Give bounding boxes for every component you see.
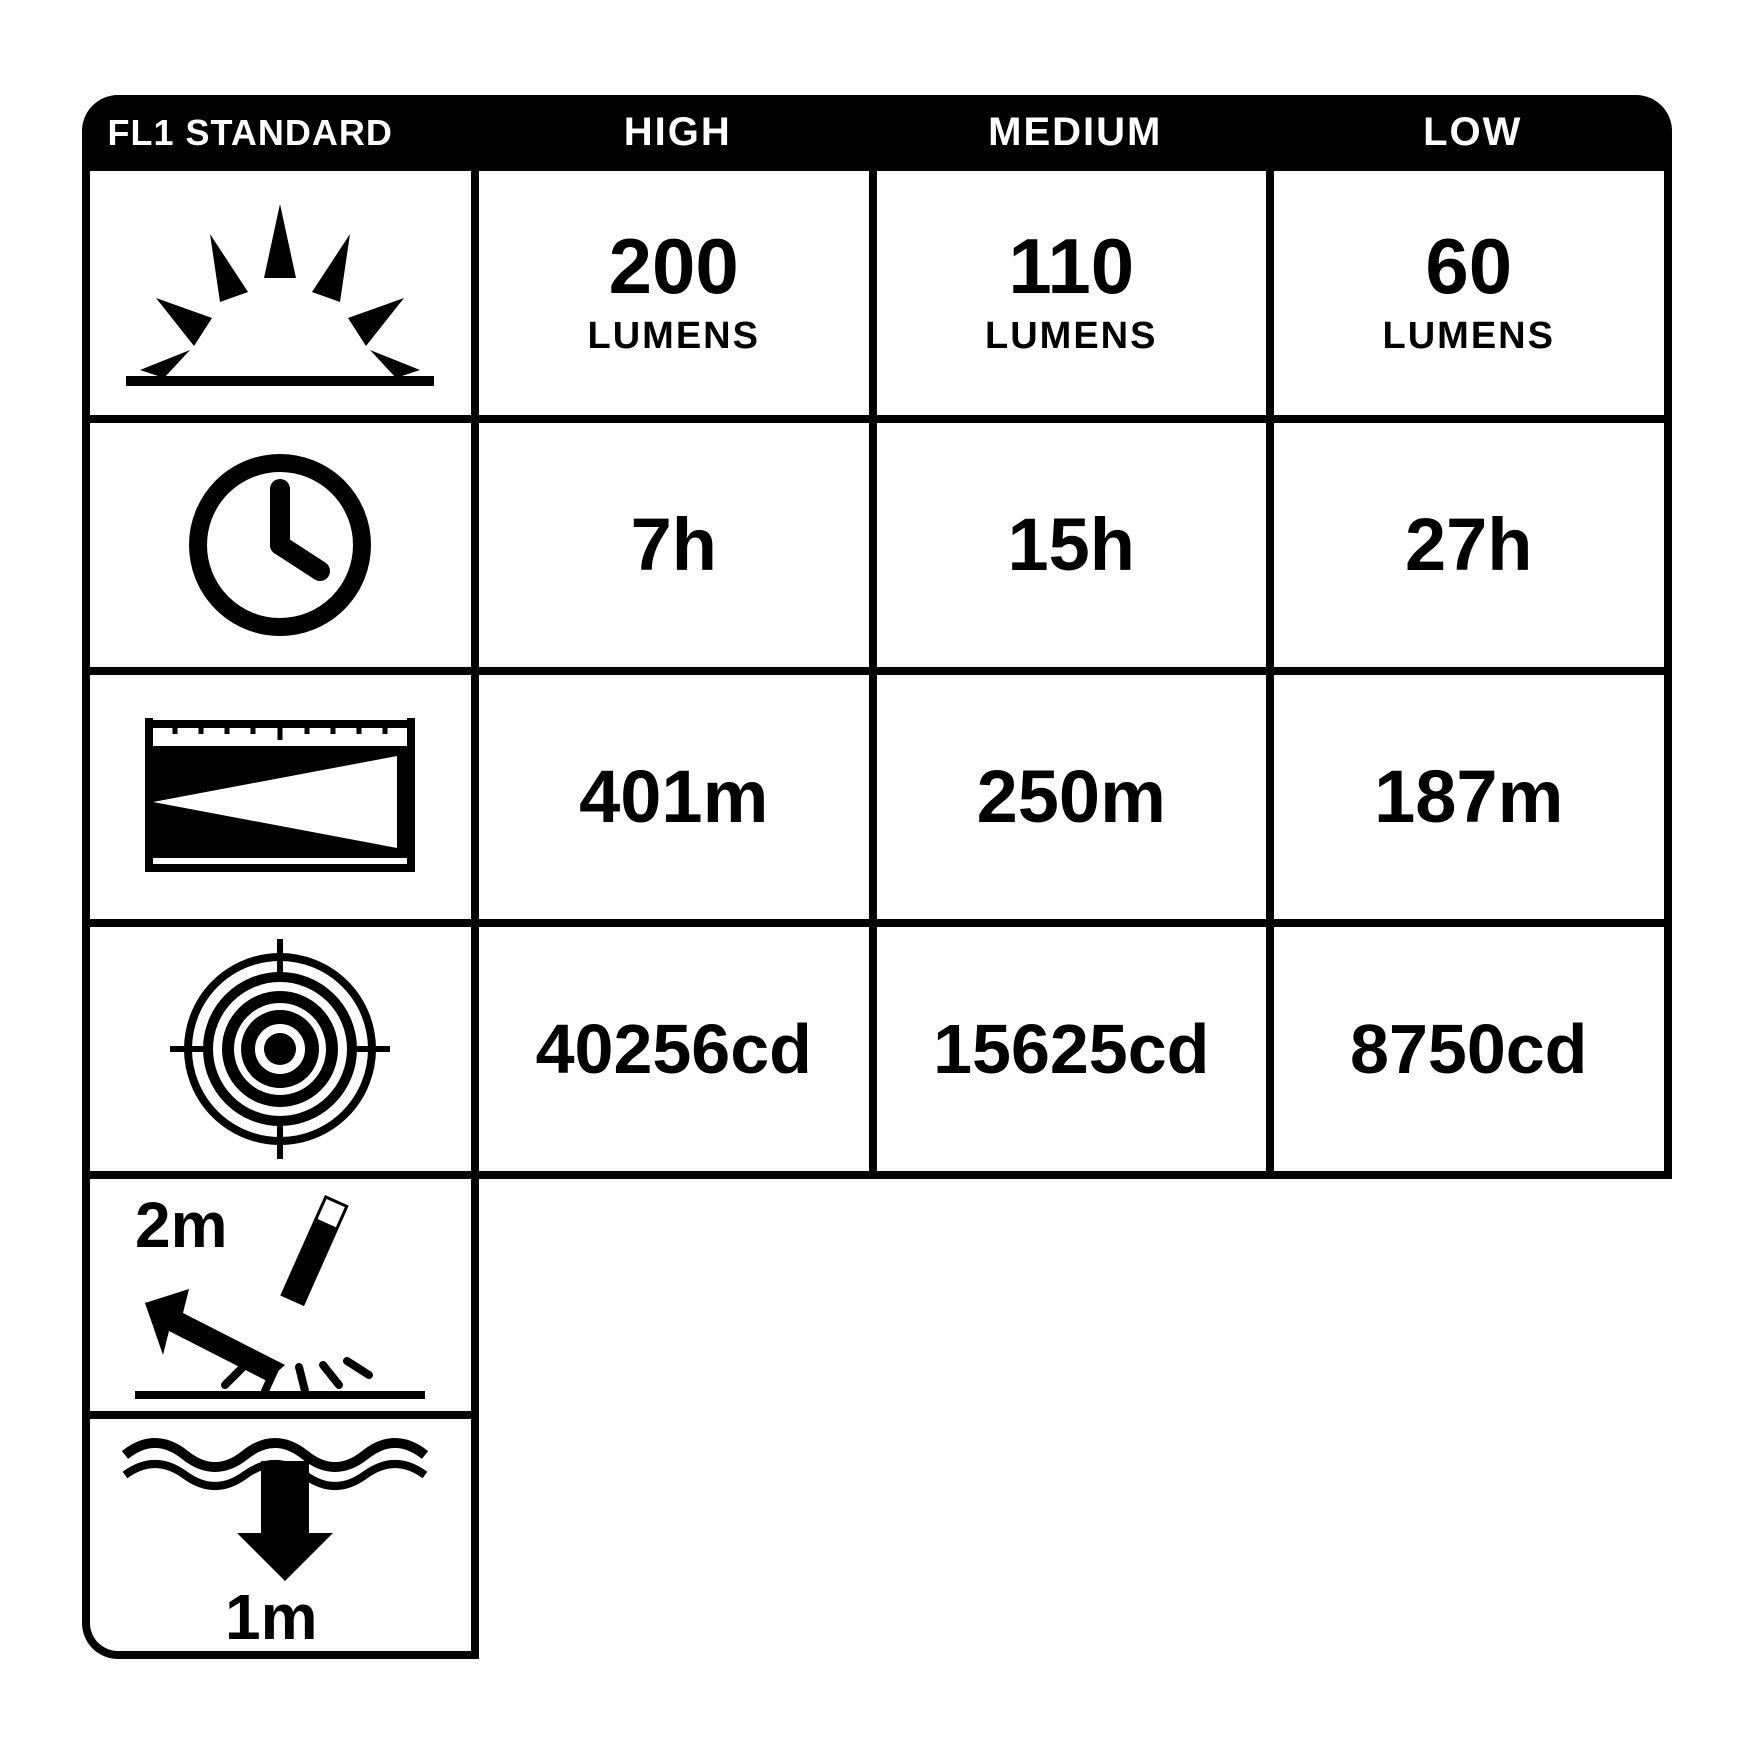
header-low: LOW [1274,95,1672,171]
row-impact: 2m [82,1179,1672,1419]
row-distance: 401m 250m 187m [82,675,1672,927]
value-lumens-medium: 110 [877,227,1267,305]
row-runtime: 7h 15h 27h [82,423,1672,675]
cell-lumens-high: 200 LUMENS [479,171,877,423]
cell-icon-distance [82,675,480,927]
clock-icon [180,445,380,645]
label-lumens-medium: LUMENS [877,315,1267,358]
cell-icon-impact: 2m [82,1179,480,1419]
cell-lumens-medium: 110 LUMENS [877,171,1275,423]
sunburst-icon [120,198,440,388]
label-lumens-low: LUMENS [1274,315,1664,358]
empty-cell [479,1419,1672,1659]
cell-distance-high: 401m [479,675,877,927]
row-water: 1m [82,1419,1672,1659]
value-lumens-high: 200 [479,227,869,305]
cell-intensity-low: 8750cd [1274,927,1672,1179]
cell-icon-water: 1m [82,1419,480,1659]
cell-runtime-high: 7h [479,423,877,675]
beam-distance-icon [135,712,425,882]
cell-lumens-low: 60 LUMENS [1274,171,1672,423]
value-intensity-high: 40256cd [479,1009,869,1089]
target-icon [170,939,390,1159]
row-lumens: 200 LUMENS 110 LUMENS 60 LUMENS [82,171,1672,423]
cell-runtime-medium: 15h [877,423,1275,675]
fl1-spec-table: FL1 STANDARD HIGH MEDIUM LOW [82,95,1672,1659]
empty-cell [479,1179,1672,1419]
row-intensity: 40256cd 15625cd 8750cd [82,927,1672,1179]
fl1-spec-table-container: FL1 STANDARD HIGH MEDIUM LOW [82,95,1672,1659]
table-header-row: FL1 STANDARD HIGH MEDIUM LOW [82,95,1672,171]
header-high: HIGH [479,95,877,171]
value-distance-low: 187m [1274,754,1664,839]
cell-intensity-medium: 15625cd [877,927,1275,1179]
water-icon: 1m [115,1425,445,1645]
label-lumens-high: LUMENS [479,315,869,358]
cell-icon-lumens [82,171,480,423]
cell-runtime-low: 27h [1274,423,1672,675]
cell-intensity-high: 40256cd [479,927,877,1179]
value-intensity-low: 8750cd [1274,1009,1664,1089]
cell-icon-intensity [82,927,480,1179]
impact-icon: 2m [115,1185,445,1405]
value-lumens-low: 60 [1274,227,1664,305]
value-runtime-low: 27h [1274,502,1664,587]
value-runtime-high: 7h [479,502,869,587]
value-distance-medium: 250m [877,754,1267,839]
impact-label: 2m [135,1189,228,1261]
cell-icon-runtime [82,423,480,675]
value-intensity-medium: 15625cd [877,1009,1267,1089]
water-label: 1m [225,1581,318,1645]
cell-distance-low: 187m [1274,675,1672,927]
cell-distance-medium: 250m [877,675,1275,927]
value-runtime-medium: 15h [877,502,1267,587]
header-fl1-standard: FL1 STANDARD [82,95,480,171]
value-distance-high: 401m [479,754,869,839]
header-medium: MEDIUM [877,95,1275,171]
